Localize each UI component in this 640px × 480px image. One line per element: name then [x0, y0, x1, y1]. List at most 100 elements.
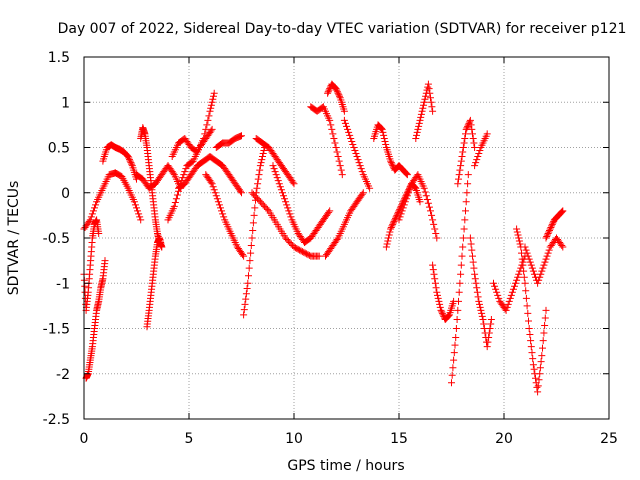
data-point [467, 121, 475, 129]
data-point [324, 89, 332, 97]
data-point [403, 170, 411, 178]
data-point [407, 183, 415, 191]
data-point [419, 104, 427, 112]
data-point [211, 189, 219, 197]
data-point [134, 207, 142, 215]
data-point [209, 95, 217, 103]
data-point [326, 207, 334, 215]
data-point [523, 302, 531, 310]
series-sat-track-32 [521, 234, 567, 287]
data-point [208, 180, 216, 188]
data-point [539, 337, 547, 345]
data-point [464, 171, 472, 179]
data-point [529, 267, 537, 275]
data-point [218, 207, 226, 215]
data-point [247, 249, 255, 257]
data-point [469, 258, 477, 266]
data-point [424, 80, 432, 88]
data-point [406, 186, 413, 194]
data-point [513, 225, 521, 233]
data-point [525, 317, 532, 325]
data-point [209, 183, 217, 191]
data-point [428, 103, 436, 111]
axis-layer: 0 5 10 15 20 25 -2.5 -2 -1.5 -1 -0.5 0 0.5 1 1.5 [43, 50, 618, 447]
data-point [448, 379, 455, 387]
data-point [254, 180, 262, 188]
data-point [537, 358, 545, 366]
data-point [457, 270, 465, 278]
data-point [273, 174, 281, 182]
data-point [474, 153, 482, 161]
data-point [538, 267, 546, 275]
data-point [413, 131, 420, 139]
data-point [468, 125, 476, 133]
data-point [412, 134, 420, 142]
data-point [429, 266, 437, 274]
data-point [263, 205, 271, 213]
data-point [414, 125, 422, 133]
data-point [512, 279, 520, 287]
data-point [436, 300, 444, 308]
data-point [476, 147, 484, 155]
data-point [207, 101, 215, 109]
data-point [324, 88, 332, 96]
data-point [213, 195, 221, 203]
data-point [204, 116, 212, 124]
data-point [332, 144, 340, 151]
data-point [508, 288, 516, 296]
y-tick-label: -1 [56, 276, 70, 292]
data-point [366, 184, 374, 192]
data-point [135, 210, 143, 218]
data-point [329, 130, 337, 138]
data-point [285, 207, 293, 215]
data-point [274, 177, 282, 185]
data-point [420, 98, 428, 106]
data-point [429, 107, 437, 115]
data-point [429, 261, 437, 269]
data-point [331, 139, 339, 147]
data-point [490, 279, 497, 287]
data-point [542, 255, 550, 263]
data-point [529, 355, 537, 363]
data-point [430, 220, 438, 228]
data-point [358, 190, 366, 198]
data-point [270, 165, 278, 173]
data-point [475, 297, 483, 305]
data-point [258, 156, 266, 164]
data-point [530, 270, 538, 278]
data-point [529, 361, 537, 369]
series-sat-track-06 [143, 234, 166, 331]
data-point [421, 95, 429, 103]
data-point [557, 208, 565, 216]
data-point [549, 219, 557, 227]
data-point [290, 180, 298, 188]
data-point [534, 279, 542, 287]
data-point [347, 134, 355, 142]
data-point [469, 134, 477, 142]
data-point [315, 252, 323, 260]
data-point [398, 207, 406, 215]
data-point [402, 195, 410, 203]
data-point [469, 252, 476, 260]
data-point [433, 288, 441, 296]
data-point [515, 237, 523, 245]
data-point [269, 162, 277, 170]
data-point [548, 220, 556, 228]
data-point [387, 225, 395, 233]
data-point [395, 216, 403, 224]
data-point [386, 228, 394, 236]
data-point [463, 124, 471, 132]
series-sat-track-29 [471, 130, 491, 170]
data-point [343, 122, 350, 130]
data-point [384, 237, 392, 245]
data-point [431, 225, 439, 233]
data-point [537, 270, 545, 278]
data-point [326, 85, 334, 93]
data-point [327, 121, 335, 129]
data-point [208, 98, 216, 106]
data-point [478, 309, 486, 317]
series-sat-track-25 [429, 261, 458, 323]
data-point [169, 169, 177, 177]
data-point [540, 329, 548, 337]
